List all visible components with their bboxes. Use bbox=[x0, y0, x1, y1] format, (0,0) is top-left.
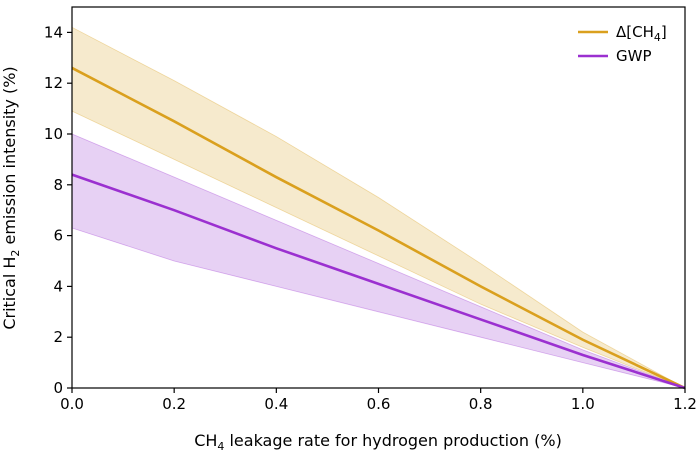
y-tick-label: 0 bbox=[53, 379, 63, 397]
uncertainty-band-1 bbox=[71, 133, 686, 389]
y-tick-label: 6 bbox=[53, 227, 63, 245]
x-tick-label: 0.8 bbox=[469, 395, 493, 413]
y-axis-title-subscript: 2 bbox=[9, 250, 22, 257]
y-tick-label: 8 bbox=[53, 176, 63, 194]
series-line-0 bbox=[71, 66, 686, 390]
series-line-1 bbox=[71, 173, 686, 390]
y-tick-label: 10 bbox=[44, 125, 63, 143]
legend-label-0: Δ[CH4] bbox=[616, 23, 667, 44]
y-tick-label: 4 bbox=[53, 277, 63, 295]
lines-layer bbox=[71, 66, 686, 390]
x-axis-title-subscript: 4 bbox=[217, 440, 224, 453]
legend: Δ[CH4] GWP bbox=[578, 23, 667, 65]
x-tick-label: 0.6 bbox=[367, 395, 391, 413]
x-tick-label: 1.0 bbox=[571, 395, 595, 413]
x-tick-label: 1.2 bbox=[673, 395, 697, 413]
bands-layer bbox=[71, 26, 686, 389]
legend-label-1: GWP bbox=[616, 47, 652, 65]
x-tick-label: 0.4 bbox=[264, 395, 288, 413]
x-tick-label: 0.0 bbox=[60, 395, 84, 413]
y-tick-label: 2 bbox=[53, 328, 63, 346]
x-tick-label: 0.2 bbox=[162, 395, 186, 413]
y-axis: 0 2 4 6 8 10 12 14 bbox=[44, 23, 72, 397]
y-tick-label: 12 bbox=[44, 74, 63, 92]
x-axis-title: CH4 leakage rate for hydrogen production… bbox=[194, 431, 562, 453]
y-axis-title: Critical H2 emission intensity (%) bbox=[0, 66, 22, 329]
y-tick-label: 14 bbox=[44, 23, 63, 41]
x-axis: 0.0 0.2 0.4 0.6 0.8 1.0 1.2 bbox=[60, 388, 697, 413]
uncertainty-band-0 bbox=[71, 26, 686, 389]
